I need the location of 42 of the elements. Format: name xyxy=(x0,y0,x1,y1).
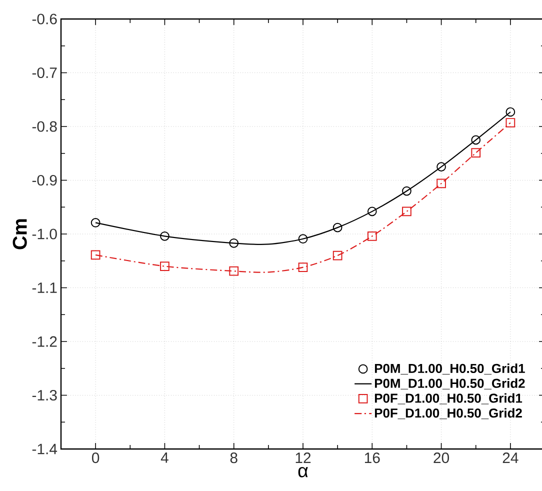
point xyxy=(229,266,239,276)
point xyxy=(332,222,342,232)
point xyxy=(436,162,446,172)
y-tick-label: -1.2 xyxy=(32,336,57,347)
x-tick-label: 8 xyxy=(230,452,238,464)
legend-label: P0F_D1.00_H0.50_Grid2 xyxy=(374,408,522,420)
y-tick-label: -1.4 xyxy=(32,444,58,454)
x-tick-label: 0 xyxy=(92,452,100,464)
point xyxy=(298,234,308,244)
point xyxy=(229,238,239,248)
point xyxy=(367,231,377,241)
legend-label: P0M_D1.00_H0.50_Grid1 xyxy=(374,364,525,375)
point xyxy=(90,218,100,228)
point xyxy=(506,107,516,117)
legend-label: P0F_D1.00_H0.50_Grid1 xyxy=(374,393,522,404)
x-tick-label: 20 xyxy=(434,452,450,464)
y-tick-label: -1.1 xyxy=(32,282,57,293)
y-tick-label: -0.8 xyxy=(32,121,57,132)
x-tick-label: 24 xyxy=(502,452,518,463)
point xyxy=(160,231,170,241)
legend-label: P0M_D1.00_H0.50_Grid2 xyxy=(374,378,525,390)
point xyxy=(90,250,100,260)
point xyxy=(402,206,412,216)
y-tick-label: -0.9 xyxy=(32,174,57,186)
point xyxy=(332,250,342,260)
y-tick-label: -1.0 xyxy=(32,228,57,240)
point xyxy=(298,262,308,272)
y-tick-label: -1.3 xyxy=(32,390,57,401)
point xyxy=(506,118,516,128)
x-tick-label: 16 xyxy=(364,452,380,464)
point xyxy=(160,262,170,271)
point xyxy=(402,186,412,196)
x-axis-title: α xyxy=(298,466,308,478)
point xyxy=(471,148,481,158)
y-tick-label: -0.7 xyxy=(32,67,57,78)
x-tick-label: 12 xyxy=(296,452,311,463)
x-tick-label: 4 xyxy=(160,452,168,463)
point xyxy=(367,206,377,216)
y-axis-title: Cm xyxy=(12,219,27,250)
point xyxy=(471,135,481,145)
y-tick-label: -0.6 xyxy=(32,14,57,24)
point xyxy=(436,178,446,188)
